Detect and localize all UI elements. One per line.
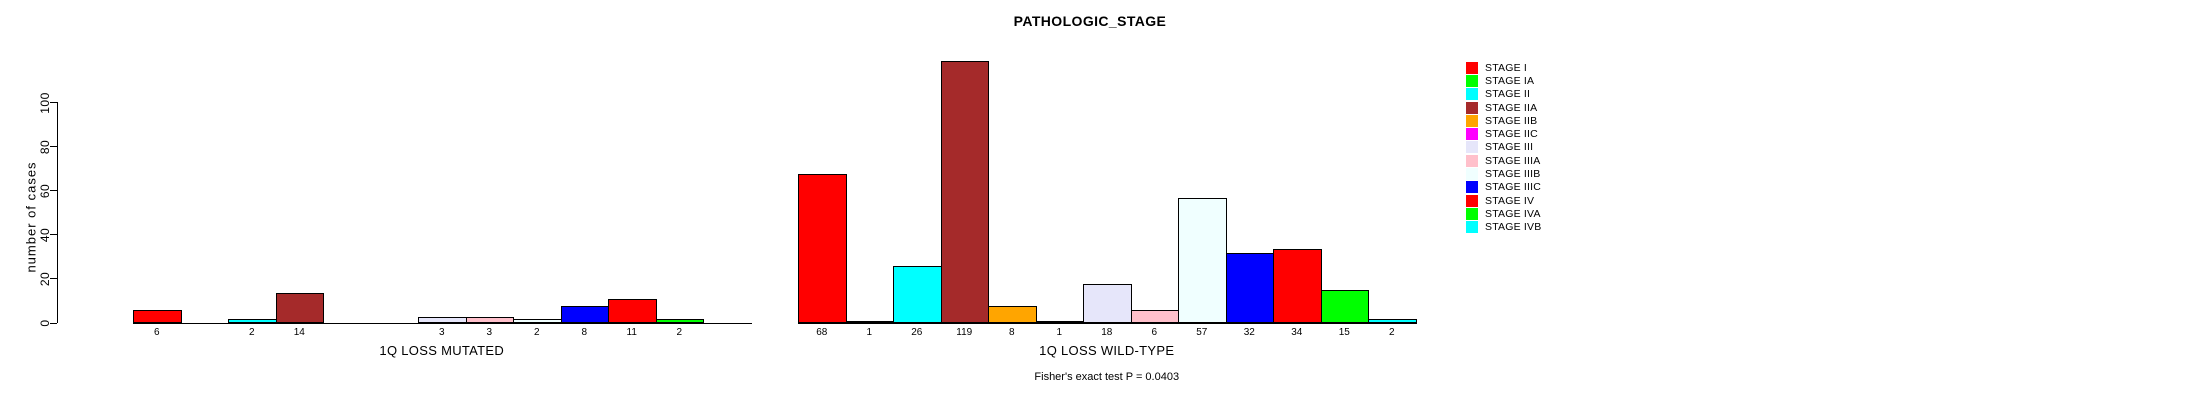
legend-item: STAGE IIIC bbox=[1466, 181, 1541, 194]
bar bbox=[608, 299, 657, 324]
legend-item-label: STAGE IIB bbox=[1485, 114, 1538, 127]
bar-count-label: 6 bbox=[153, 327, 160, 338]
legend-item: STAGE II bbox=[1466, 88, 1530, 101]
legend-item: STAGE IVB bbox=[1466, 221, 1541, 234]
legend-item: STAGE I bbox=[1466, 61, 1527, 74]
bar-count-label: 34 bbox=[1291, 327, 1303, 338]
legend-item-label: STAGE IA bbox=[1485, 74, 1535, 87]
bar-count-label: 68 bbox=[816, 327, 828, 338]
bar bbox=[275, 292, 324, 324]
legend-swatch bbox=[1466, 101, 1478, 114]
bar-count-label: 1 bbox=[866, 327, 873, 338]
legend-swatch bbox=[1466, 141, 1478, 154]
legend-swatch bbox=[1466, 221, 1478, 234]
legend-swatch bbox=[1466, 194, 1478, 207]
y-tick bbox=[50, 278, 57, 280]
bar bbox=[940, 61, 989, 324]
bar bbox=[133, 310, 182, 324]
legend-item-label: STAGE II bbox=[1485, 88, 1531, 101]
group-label-1q-loss-wild-type: 1Q LOSS WILD-TYPE bbox=[1039, 343, 1175, 358]
bar-count-label: 2 bbox=[533, 327, 540, 338]
bar-count-label: 119 bbox=[956, 327, 973, 338]
legend-item-label: STAGE III bbox=[1485, 141, 1534, 154]
bar bbox=[1320, 290, 1369, 324]
legend-item-label: STAGE IVA bbox=[1485, 207, 1541, 220]
bar-count-label: 2 bbox=[676, 327, 683, 338]
legend-item-label: STAGE I bbox=[1485, 61, 1528, 74]
bar-count-label: 3 bbox=[486, 327, 493, 338]
bar-count-label: 8 bbox=[581, 327, 588, 338]
bar-count-label: 8 bbox=[1008, 327, 1015, 338]
chart-title: PATHOLOGIC_STAGE bbox=[1013, 13, 1167, 29]
legend-swatch bbox=[1466, 88, 1478, 101]
legend-swatch bbox=[1466, 154, 1478, 167]
bar-count-label: 3 bbox=[438, 327, 445, 338]
legend-swatch bbox=[1466, 207, 1478, 220]
legend-swatch bbox=[1466, 114, 1478, 127]
legend-item-label: STAGE IIIA bbox=[1485, 154, 1541, 167]
y-tick bbox=[50, 234, 57, 236]
bar-count-label: 6 bbox=[1151, 327, 1158, 338]
legend-item-label: STAGE IIIC bbox=[1485, 181, 1542, 194]
bar-count-label: 57 bbox=[1196, 327, 1208, 338]
bar-count-label: 11 bbox=[626, 327, 637, 338]
group-label-1q-loss-mutated: 1Q LOSS MUTATED bbox=[379, 343, 505, 358]
y-tick bbox=[50, 190, 57, 192]
bar bbox=[1368, 319, 1417, 324]
bar bbox=[798, 173, 847, 324]
legend-item-label: STAGE IIC bbox=[1485, 128, 1538, 141]
legend-item: STAGE IV bbox=[1466, 194, 1534, 207]
legend-item-label: STAGE IIA bbox=[1485, 101, 1538, 114]
bar-count-label: 32 bbox=[1243, 327, 1255, 338]
legend-item: STAGE IIC bbox=[1466, 128, 1538, 141]
legend-swatch bbox=[1466, 168, 1478, 181]
legend-item: STAGE IIB bbox=[1466, 114, 1537, 127]
legend-swatch bbox=[1466, 61, 1478, 74]
legend-item-label: STAGE IVB bbox=[1485, 221, 1542, 234]
bar-count-label: 26 bbox=[911, 327, 923, 338]
bar bbox=[1083, 283, 1132, 324]
bar bbox=[1178, 197, 1227, 324]
bar-count-label: 2 bbox=[248, 327, 255, 338]
fisher-exact-test-annotation: Fisher's exact test P = 0.0403 bbox=[1034, 371, 1180, 383]
legend-item: STAGE IIIB bbox=[1466, 167, 1541, 181]
legend-item: STAGE III bbox=[1466, 141, 1533, 154]
y-tick bbox=[50, 146, 57, 148]
bar-count-label: 2 bbox=[1388, 327, 1395, 338]
legend-item: STAGE IIIA bbox=[1466, 154, 1540, 167]
legend-item-label: STAGE IIIB bbox=[1485, 168, 1541, 181]
bar bbox=[988, 305, 1037, 324]
legend-item-label: STAGE IV bbox=[1485, 194, 1535, 207]
legend-item: STAGE IIA bbox=[1466, 101, 1537, 114]
y-axis-line bbox=[57, 102, 58, 324]
legend-swatch bbox=[1466, 128, 1478, 141]
legend-item: STAGE IVA bbox=[1466, 207, 1541, 220]
legend-item: STAGE IA bbox=[1466, 74, 1534, 87]
bar bbox=[1273, 248, 1322, 324]
legend-swatch bbox=[1466, 181, 1478, 194]
bar-count-label: 1 bbox=[1056, 327, 1063, 338]
bar-count-label: 15 bbox=[1338, 327, 1350, 338]
y-tick bbox=[50, 322, 57, 324]
bar-count-label: 18 bbox=[1101, 327, 1113, 338]
y-tick bbox=[50, 102, 57, 104]
bar-count-label: 14 bbox=[293, 327, 305, 338]
bar bbox=[655, 319, 704, 324]
legend-swatch bbox=[1466, 74, 1478, 87]
